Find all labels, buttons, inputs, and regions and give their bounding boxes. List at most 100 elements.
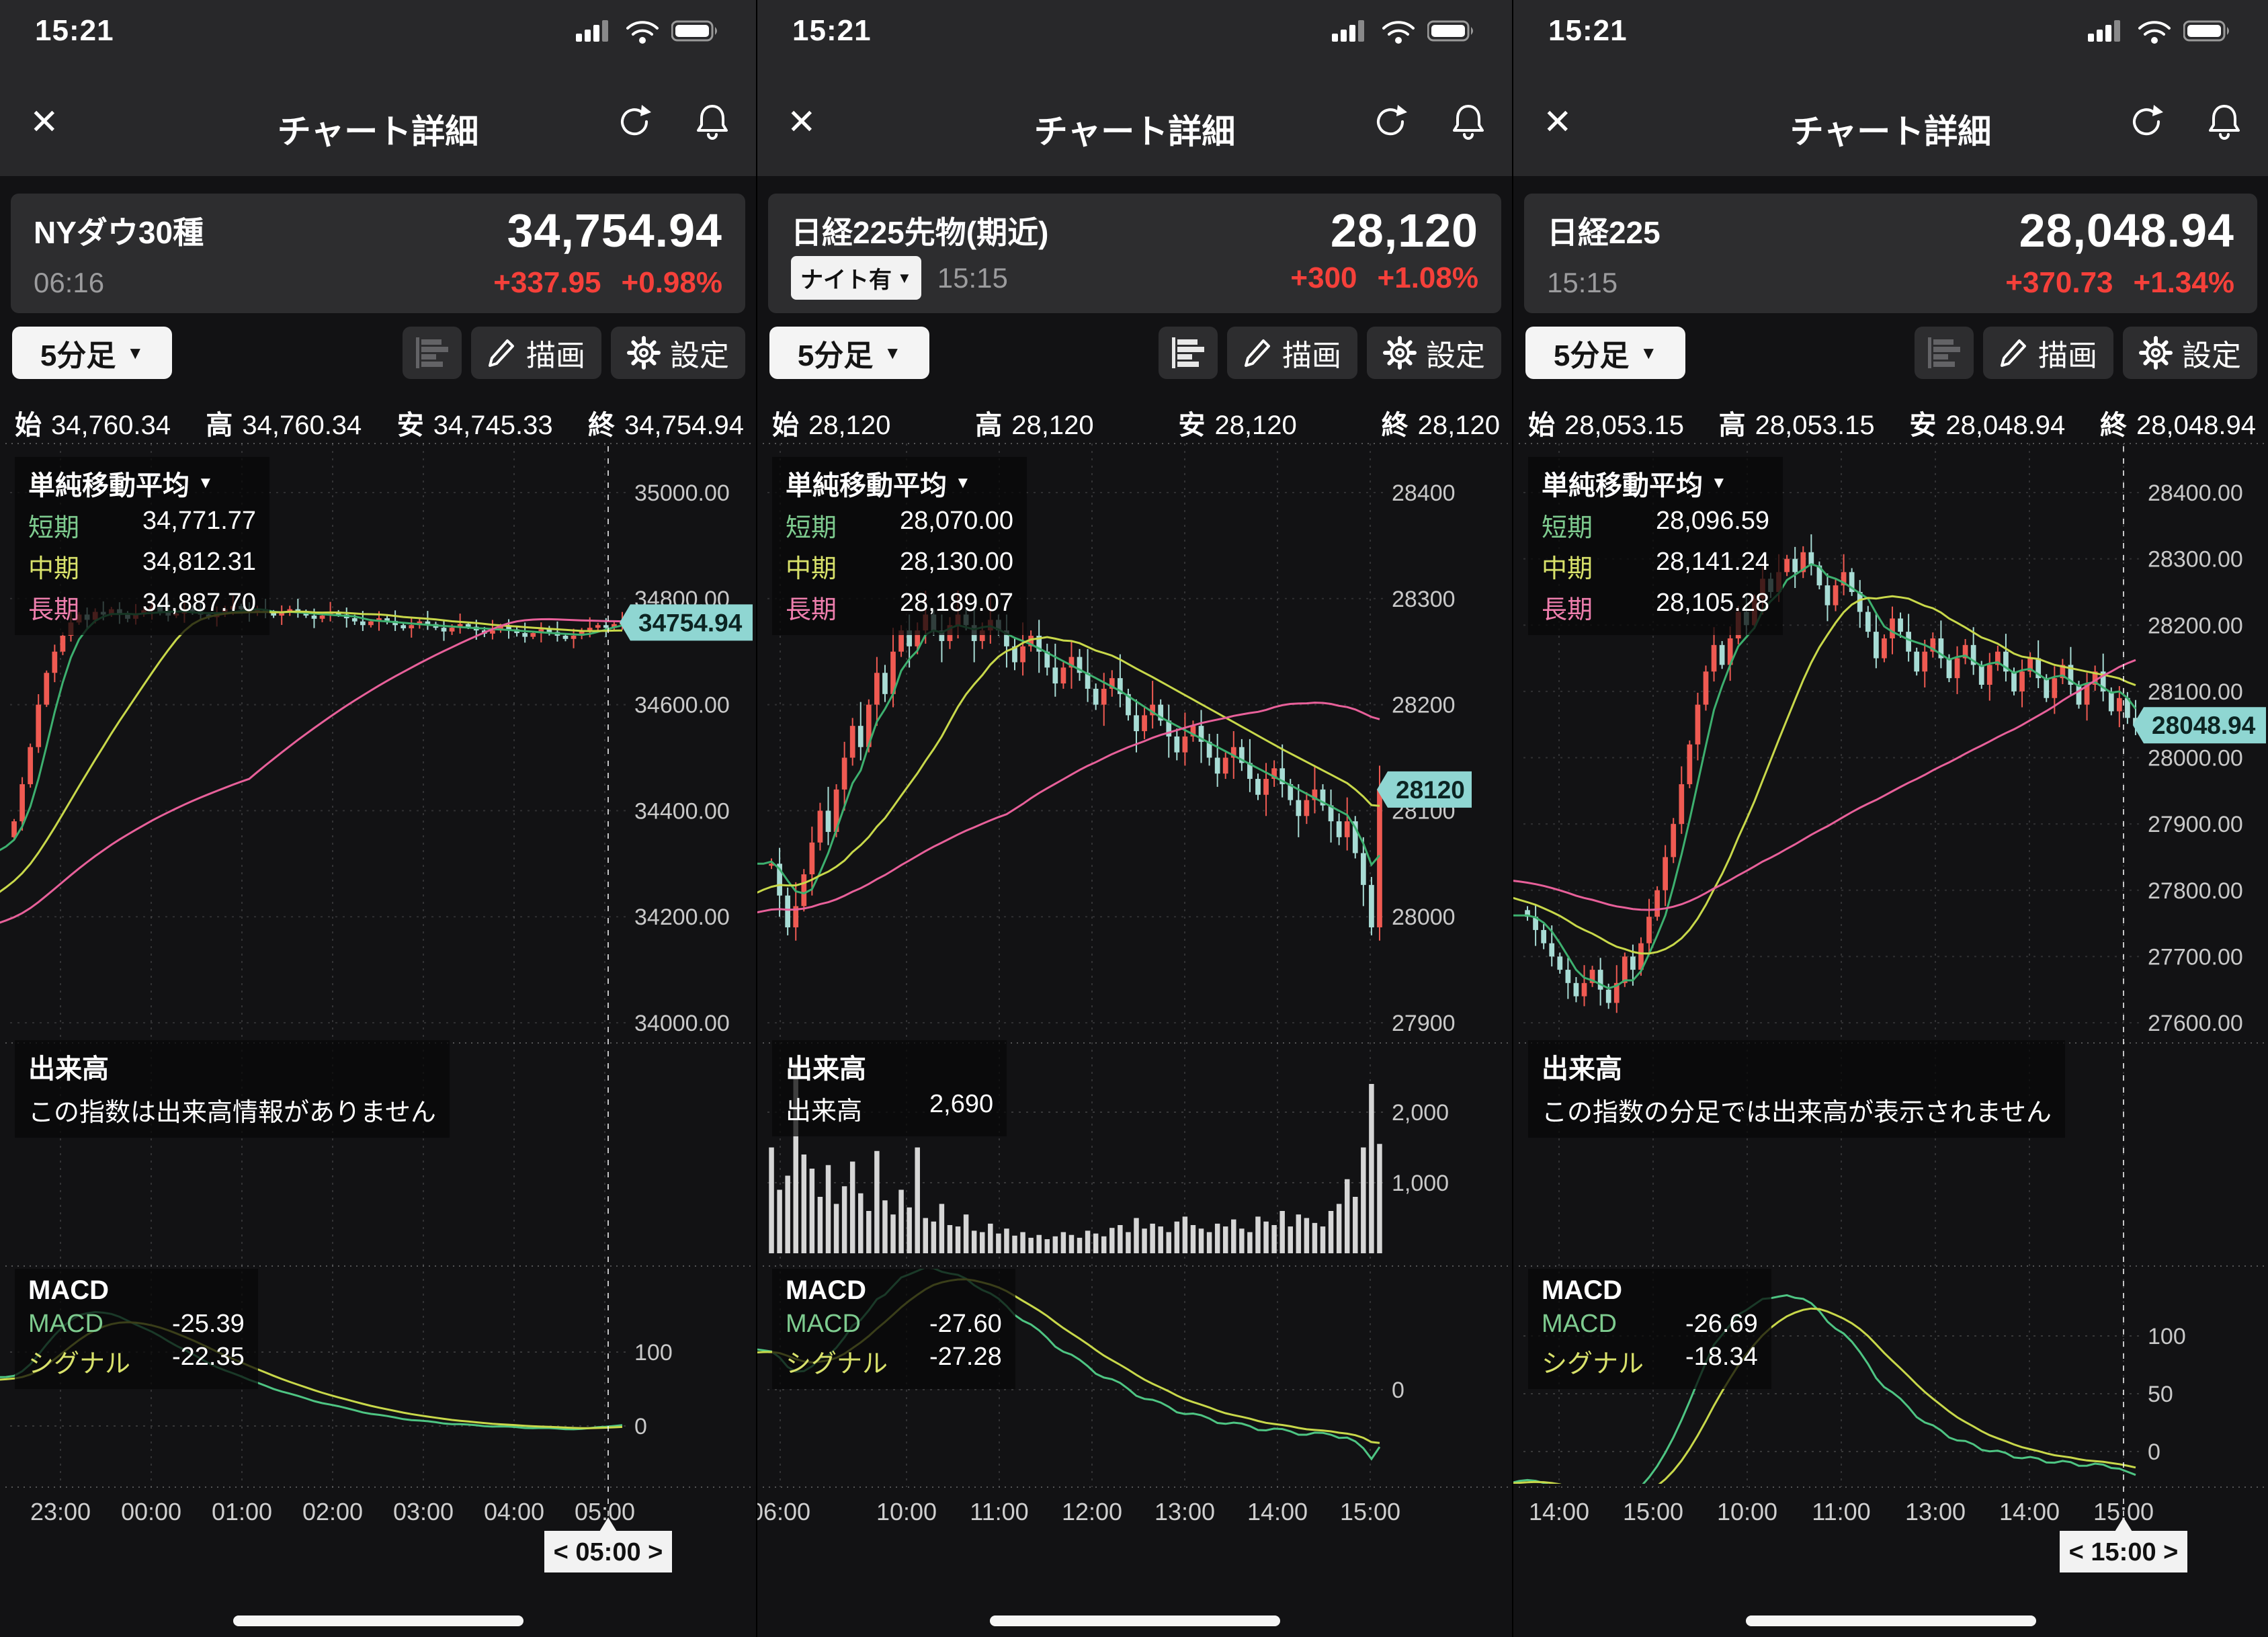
macd-title: MACD xyxy=(786,1275,866,1305)
bell-icon[interactable] xyxy=(2208,102,2241,141)
high-label: 高 xyxy=(975,411,1003,440)
draw-button[interactable]: 描画 xyxy=(1983,327,2113,379)
home-indicator[interactable] xyxy=(989,1615,1280,1626)
svg-text:28400.00: 28400.00 xyxy=(2148,480,2243,506)
cellular-icon xyxy=(2088,20,2120,42)
low-value: 28,120 xyxy=(1214,411,1297,440)
sma-legend-header[interactable]: 単純移動平均 ▼ xyxy=(786,471,971,501)
high-value: 34,760.34 xyxy=(242,411,362,440)
macd-line-value: -26.69 xyxy=(1685,1310,1758,1338)
bell-icon[interactable] xyxy=(696,102,729,141)
macd-line-label: MACD xyxy=(1542,1310,1617,1338)
phone-screen-1: 35000.00 34800.00 34600.00 34400.00 34200.00… xyxy=(0,0,756,1637)
ohlc-row: 始 28,053.15 高 28,053.15 安 28,048.94 終 28,048… xyxy=(1528,403,2256,442)
sma-legend: 単純移動平均 ▼ 短期 28,096.59 中期 28,141.24 長期 28,105… xyxy=(1528,457,1783,635)
volume-profile-icon xyxy=(1172,337,1204,368)
refresh-icon[interactable] xyxy=(1372,102,1409,141)
sma-legend-header[interactable]: 単純移動平均 ▼ xyxy=(1542,471,1727,501)
open-label: 始 xyxy=(1528,411,1555,440)
ohlc-row: 始 34,760.34 高 34,760.34 安 34,745.33 終 34,754… xyxy=(15,403,744,442)
low-value: 34,745.33 xyxy=(433,411,553,440)
settings-button[interactable]: 設定 xyxy=(611,327,745,379)
timeframe-label: 5分足 xyxy=(1553,339,1630,372)
status-icons xyxy=(576,17,721,44)
nav-actions xyxy=(1372,102,1485,141)
battery-icon xyxy=(2183,20,2229,42)
timeframe-selector[interactable]: 5分足 ▼ xyxy=(12,327,172,379)
home-indicator[interactable] xyxy=(233,1615,523,1626)
draw-button[interactable]: 描画 xyxy=(1227,327,1357,379)
low-label: 安 xyxy=(1178,411,1206,440)
close-icon[interactable]: ✕ xyxy=(1543,103,1572,142)
volume-profile-button[interactable] xyxy=(403,327,462,379)
nav-actions xyxy=(2128,102,2241,141)
night-session-toggle[interactable]: ナイト有 ▼ xyxy=(791,256,921,300)
svg-text:00:00: 00:00 xyxy=(121,1498,181,1525)
svg-text:12:00: 12:00 xyxy=(1062,1498,1122,1525)
instrument-name: 日経225 xyxy=(1547,215,1661,250)
svg-text:28120: 28120 xyxy=(1396,776,1465,804)
settings-button[interactable]: 設定 xyxy=(1367,327,1501,379)
sma-short-value: 28,096.59 xyxy=(1656,507,1770,535)
close-label: 終 xyxy=(588,411,616,440)
sma-long-value: 28,189.07 xyxy=(900,589,1014,617)
svg-text:28300: 28300 xyxy=(1392,587,1456,612)
volume-legend: 出来高 この指数は出来高情報がありません xyxy=(15,1040,450,1138)
sma-long-label: 長期 xyxy=(28,596,80,624)
svg-text:27600.00: 27600.00 xyxy=(2148,1011,2243,1036)
svg-text:11:00: 11:00 xyxy=(1812,1498,1870,1525)
sma-mid-value: 28,130.00 xyxy=(900,548,1014,576)
status-time: 15:21 xyxy=(1548,14,1628,47)
svg-text:28000.00: 28000.00 xyxy=(2148,746,2243,771)
macd-legend: MACD MACD -26.69 シグナル -18.34 xyxy=(1528,1269,1771,1389)
bell-icon[interactable] xyxy=(1452,102,1485,141)
refresh-icon[interactable] xyxy=(2128,102,2165,141)
svg-text:34000.00: 34000.00 xyxy=(634,1011,730,1036)
macd-signal-value: -22.35 xyxy=(172,1343,245,1371)
sma-mid-value: 34,812.31 xyxy=(142,548,257,576)
nav-bar: ✕ チャート詳細 xyxy=(757,95,1512,163)
svg-text:10:00: 10:00 xyxy=(876,1498,937,1525)
instrument-name: 日経225先物(期近) xyxy=(791,215,1049,250)
macd-signal-label: シグナル xyxy=(1542,1350,1644,1378)
svg-text:23:00: 23:00 xyxy=(30,1498,91,1525)
svg-text:11:00: 11:00 xyxy=(970,1498,1028,1525)
volume-profile-button[interactable] xyxy=(1915,327,1974,379)
volume-label: 出来高 xyxy=(786,1097,863,1126)
sma-long-label: 長期 xyxy=(786,596,837,624)
battery-icon xyxy=(1427,20,1473,42)
timeframe-selector[interactable]: 5分足 ▼ xyxy=(1525,327,1685,379)
svg-text:0: 0 xyxy=(634,1414,647,1439)
home-indicator[interactable] xyxy=(1745,1615,2036,1626)
timeframe-label: 5分足 xyxy=(797,339,874,372)
draw-button[interactable]: 描画 xyxy=(471,327,601,379)
svg-text:13:00: 13:00 xyxy=(1905,1498,1966,1525)
low-label: 安 xyxy=(1909,411,1937,440)
settings-button[interactable]: 設定 xyxy=(2123,327,2257,379)
macd-title: MACD xyxy=(1542,1275,1622,1305)
sma-legend-header[interactable]: 単純移動平均 ▼ xyxy=(28,471,214,501)
timeframe-selector[interactable]: 5分足 ▼ xyxy=(769,327,929,379)
open-label: 始 xyxy=(15,411,42,440)
close-value: 28,048.94 xyxy=(2136,411,2256,440)
svg-text:50: 50 xyxy=(2148,1382,2173,1407)
chart-canvas[interactable]: 28400.00 28300.00 28200.00 28100.00 28000.00… xyxy=(1513,0,2268,1637)
chevron-down-icon: ▼ xyxy=(1640,342,1658,363)
svg-text:34600.00: 34600.00 xyxy=(634,693,730,718)
close-label: 終 xyxy=(1381,411,1409,440)
close-icon[interactable]: ✕ xyxy=(787,103,816,142)
sma-short-value: 28,070.00 xyxy=(900,507,1014,535)
change-value: +370.73 xyxy=(2005,266,2113,299)
sma-mid-label: 中期 xyxy=(28,555,80,583)
svg-text:03:00: 03:00 xyxy=(393,1498,454,1525)
refresh-icon[interactable] xyxy=(616,102,653,141)
volume-title: 出来高 xyxy=(1542,1054,1622,1084)
cellular-icon xyxy=(576,20,608,42)
sma-legend: 単純移動平均 ▼ 短期 28,070.00 中期 28,130.00 長期 28,189… xyxy=(772,457,1027,635)
sma-short-value: 34,771.77 xyxy=(142,507,257,535)
svg-text:13:00: 13:00 xyxy=(1154,1498,1215,1525)
volume-message: この指数は出来高情報がありません xyxy=(28,1099,436,1127)
close-icon[interactable]: ✕ xyxy=(30,103,59,142)
svg-text:27700.00: 27700.00 xyxy=(2148,944,2243,970)
volume-profile-button[interactable] xyxy=(1159,327,1218,379)
